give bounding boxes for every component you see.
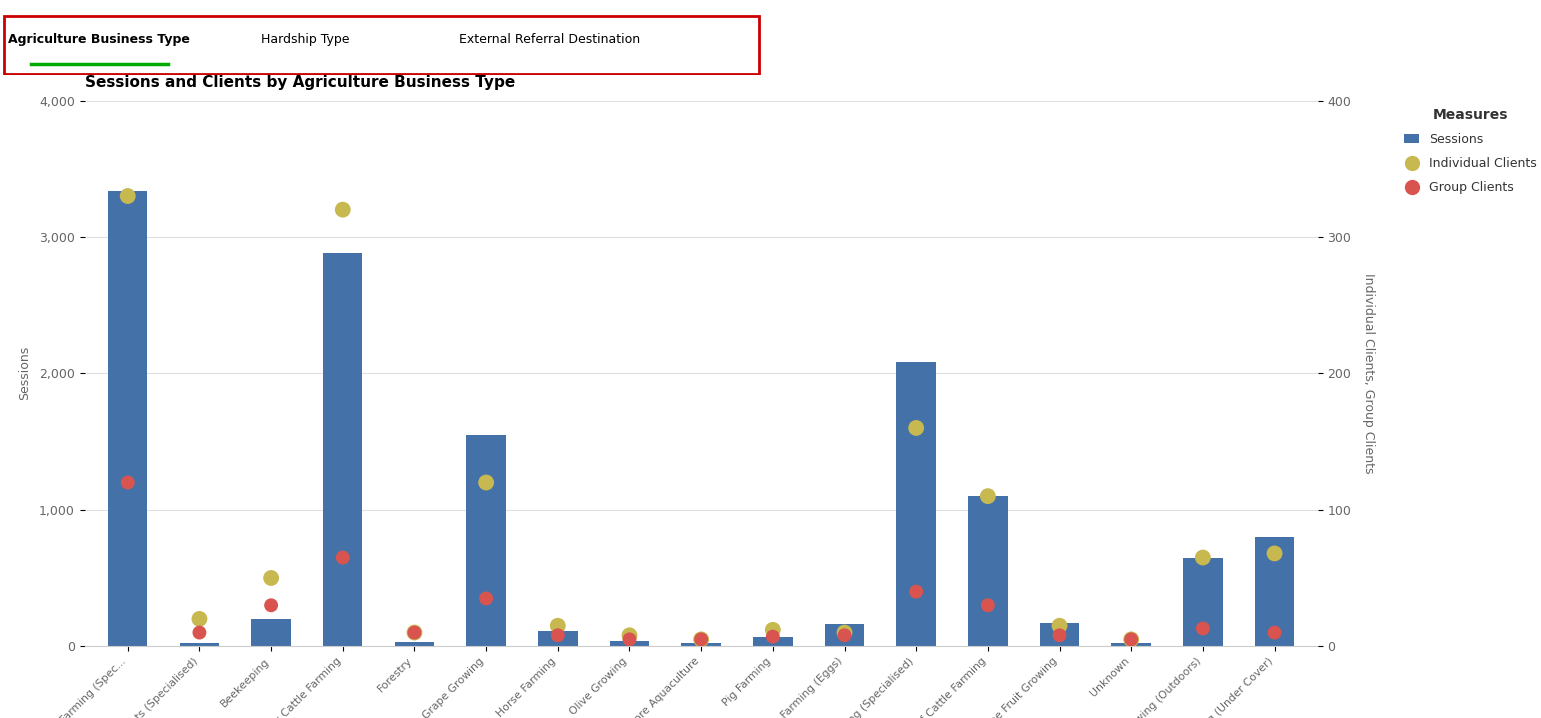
Bar	[324, 253, 362, 646]
Point	[1048, 630, 1073, 641]
Bar	[538, 631, 578, 646]
Point	[473, 593, 498, 605]
Point	[546, 620, 570, 632]
Legend: Sessions, Individual Clients, Group Clients: Sessions, Individual Clients, Group Clie…	[1398, 101, 1541, 200]
Point	[546, 630, 570, 641]
Point	[259, 572, 284, 584]
Bar	[1183, 557, 1222, 646]
Bar	[610, 641, 649, 646]
Point	[616, 630, 641, 641]
Point	[1119, 634, 1143, 645]
Point	[116, 477, 140, 488]
Bar	[681, 643, 721, 646]
Text: Hardship Type: Hardship Type	[260, 34, 350, 47]
Point	[689, 634, 713, 645]
Bar	[897, 363, 935, 646]
Point	[1262, 627, 1287, 638]
Point	[761, 624, 786, 635]
Point	[1191, 551, 1216, 563]
Bar	[108, 190, 148, 646]
Bar	[824, 625, 865, 646]
Point	[616, 634, 641, 645]
Point	[832, 630, 857, 641]
Point	[905, 586, 929, 597]
Text: Sessions and Clients by Agriculture Business Type: Sessions and Clients by Agriculture Busi…	[85, 75, 515, 90]
Point	[1262, 548, 1287, 559]
Point	[330, 204, 354, 215]
Text: External Referral Destination: External Referral Destination	[459, 34, 640, 47]
Point	[975, 490, 1000, 502]
Bar	[1254, 537, 1294, 646]
Y-axis label: Individual Clients, Group Clients: Individual Clients, Group Clients	[1362, 273, 1375, 474]
Point	[689, 634, 713, 645]
Bar	[180, 643, 219, 646]
Point	[1048, 620, 1073, 632]
FancyBboxPatch shape	[3, 16, 760, 74]
Point	[905, 422, 929, 434]
Bar	[1111, 643, 1151, 646]
Point	[975, 600, 1000, 611]
Y-axis label: Sessions: Sessions	[18, 346, 31, 401]
Point	[186, 613, 211, 625]
Bar	[251, 619, 291, 646]
Point	[761, 631, 786, 643]
Bar	[754, 637, 792, 646]
Point	[832, 627, 857, 638]
Bar	[968, 496, 1008, 646]
Point	[330, 551, 354, 563]
Point	[1119, 634, 1143, 645]
Point	[402, 627, 427, 638]
Bar	[394, 642, 435, 646]
Bar	[467, 434, 505, 646]
Point	[1191, 623, 1216, 634]
Point	[402, 627, 427, 638]
Point	[116, 190, 140, 202]
Point	[259, 600, 284, 611]
Bar	[1040, 623, 1079, 646]
Point	[186, 627, 211, 638]
Point	[473, 477, 498, 488]
Text: Agriculture Business Type: Agriculture Business Type	[8, 34, 190, 47]
